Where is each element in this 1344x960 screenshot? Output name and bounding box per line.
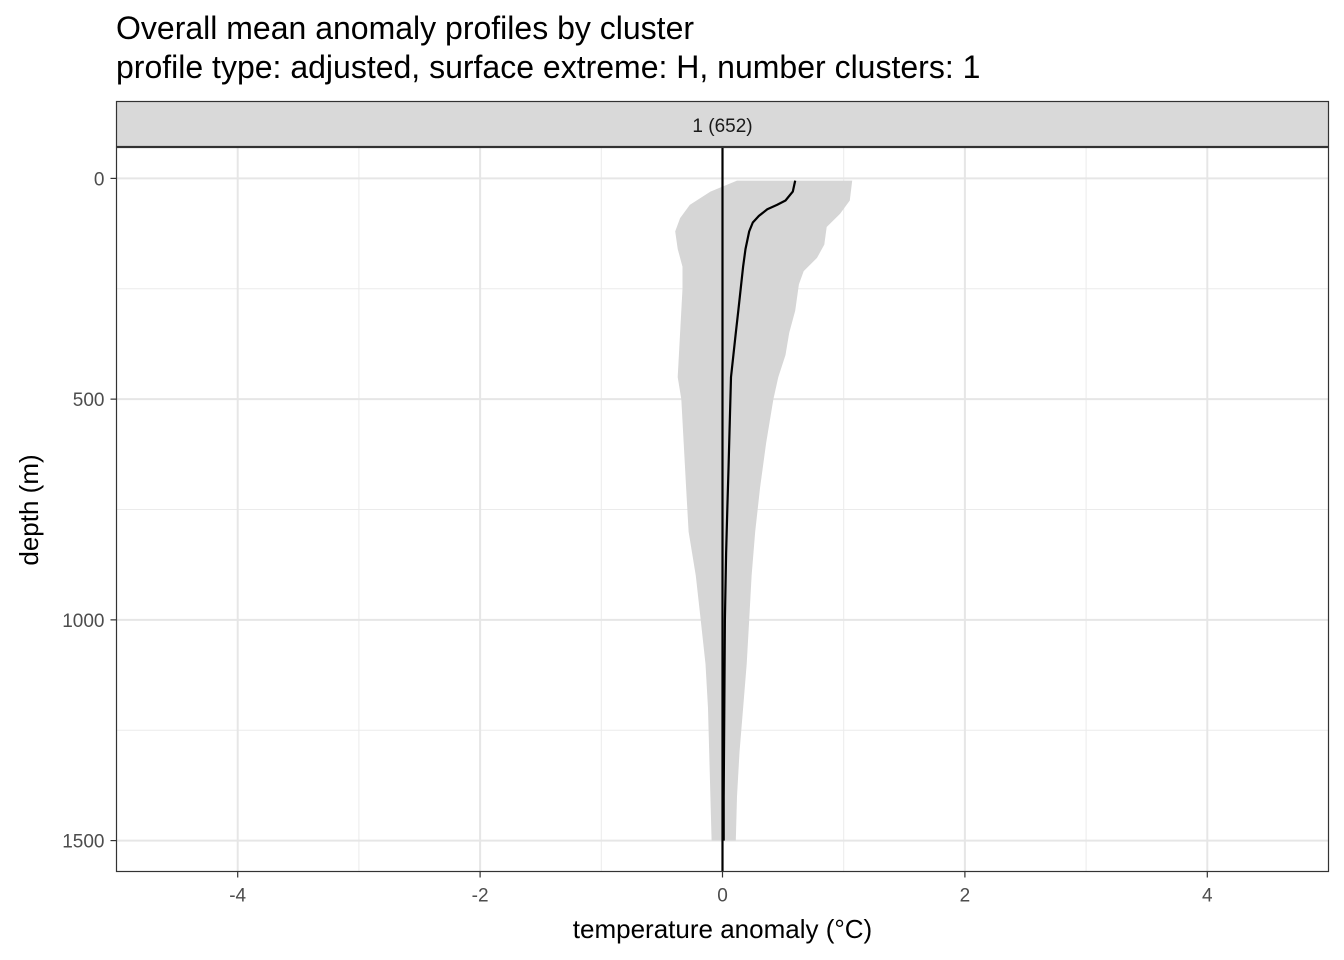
y-axis: 0 500 1000 1500 bbox=[62, 169, 117, 853]
x-axis: -4 -2 0 2 4 bbox=[229, 871, 1213, 907]
y-axis-title: depth (m) bbox=[14, 454, 44, 565]
chart-title: Overall mean anomaly profiles by cluster bbox=[116, 10, 695, 46]
y-tick-label: 1500 bbox=[62, 832, 104, 853]
facet-strip bbox=[115, 100, 1330, 148]
y-tick-label: 1000 bbox=[62, 611, 104, 632]
x-tick-label: 2 bbox=[960, 886, 971, 907]
range-ribbon bbox=[675, 180, 853, 841]
y-tick-label: 0 bbox=[94, 169, 105, 190]
chart-subtitle: profile type: adjusted, surface extreme:… bbox=[116, 49, 981, 85]
x-axis-title: temperature anomaly (°C) bbox=[573, 914, 872, 944]
mean-line-layer bbox=[721, 147, 797, 872]
x-tick-label: 0 bbox=[717, 886, 728, 907]
y-tick-label: 500 bbox=[73, 390, 105, 411]
x-tick-label: -4 bbox=[229, 886, 246, 907]
mean-profile-line bbox=[722, 180, 797, 841]
facet-strip-label: 1 (652) bbox=[692, 116, 752, 137]
x-tick-label: -2 bbox=[472, 886, 489, 907]
x-tick-label: 4 bbox=[1202, 886, 1213, 907]
range-ribbon-layer bbox=[675, 180, 853, 841]
